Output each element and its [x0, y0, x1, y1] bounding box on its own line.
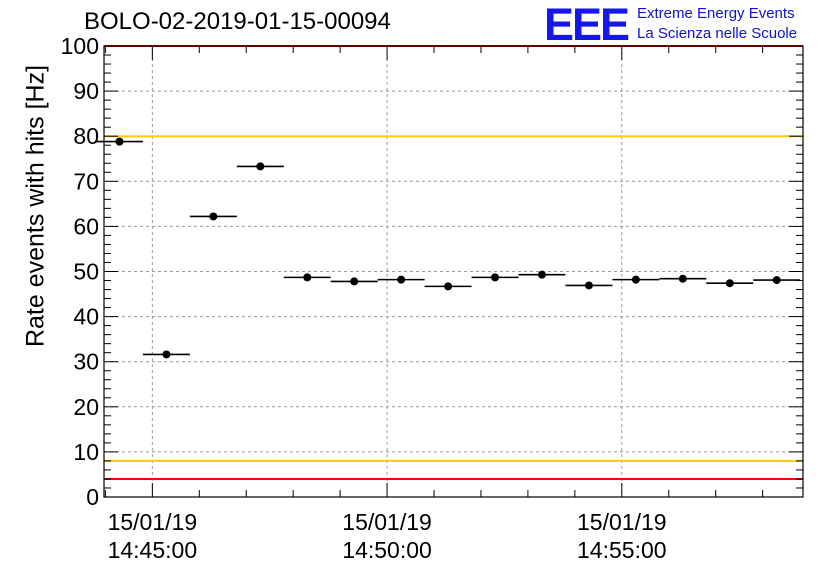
data-point: [115, 137, 124, 146]
data-point: [350, 277, 359, 286]
y-tick-label: 10: [73, 439, 99, 465]
y-tick-label: 50: [73, 259, 99, 285]
y-tick-label: 60: [73, 213, 99, 239]
x-tick-label-time: 14:50:00: [342, 537, 432, 563]
data-point: [584, 281, 593, 290]
logo-text-line1: Extreme Energy Events: [637, 5, 795, 22]
y-tick-label: 30: [73, 349, 99, 375]
y-tick-label: 70: [73, 168, 99, 194]
data-point: [537, 270, 546, 279]
data-point: [772, 276, 781, 285]
data-point: [209, 212, 218, 221]
y-tick-label: 20: [73, 394, 99, 420]
x-tick-label-date: 15/01/19: [108, 509, 198, 535]
logo-text-line2: La Scienza nelle Scuole: [637, 25, 798, 42]
x-tick-label-time: 14:55:00: [577, 537, 667, 563]
data-point: [491, 273, 500, 282]
x-tick-label-date: 15/01/19: [342, 509, 432, 535]
x-tick-label-date: 15/01/19: [577, 509, 667, 535]
chart-title: BOLO-02-2019-01-15-00094: [84, 8, 391, 35]
data-point: [397, 275, 406, 284]
y-tick-label: 90: [73, 78, 99, 104]
y-tick-label: 0: [86, 484, 99, 510]
data-point: [162, 350, 171, 359]
x-tick-label-time: 14:45:00: [108, 537, 198, 563]
eee-logo: EEE: [544, 0, 630, 50]
data-point: [678, 274, 687, 283]
y-tick-label: 80: [73, 123, 99, 149]
y-tick-label: 40: [73, 304, 99, 330]
data-point: [444, 282, 453, 291]
data-point: [725, 279, 734, 288]
y-tick-label: 100: [61, 33, 99, 59]
data-point: [631, 275, 640, 284]
data-point: [256, 162, 265, 171]
data-point: [303, 273, 312, 282]
